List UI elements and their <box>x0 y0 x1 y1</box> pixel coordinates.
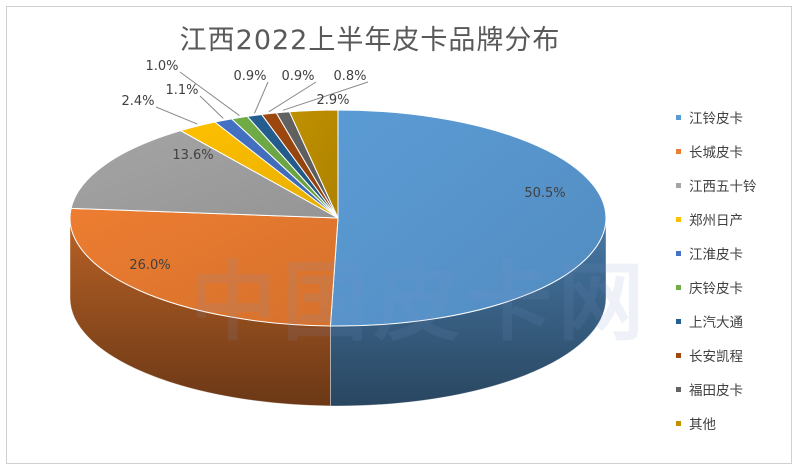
legend-label: 长安凯程 <box>689 349 743 365</box>
legend-label: 福田皮卡 <box>689 383 743 399</box>
pie-data-labels: 50.5% 26.0% 13.6% 2.4% 1.1% 1.0% 0.9% 0.9% 0.8% 2… <box>121 59 565 273</box>
pie-slice-9 <box>288 109 339 219</box>
leader-line-6 <box>254 81 269 114</box>
data-label-6: 0.9% <box>233 69 266 84</box>
legend-swatch <box>676 352 681 358</box>
legend-item: 其他 <box>676 406 786 440</box>
pie-slices <box>69 109 607 327</box>
pie-leader-lines <box>155 71 369 125</box>
legend-item: 长安凯程 <box>676 338 786 372</box>
legend-swatch <box>676 284 681 290</box>
legend-swatch <box>676 148 681 154</box>
data-label-9: 2.9% <box>316 93 349 108</box>
chart-legend: 江铃皮卡长城皮卡江西五十铃郑州日产江淮皮卡庆铃皮卡上汽大通长安凯程福田皮卡其他 <box>676 100 786 440</box>
leader-line-3 <box>155 106 198 125</box>
legend-item: 上汽大通 <box>676 304 786 338</box>
leader-line-5 <box>179 71 240 116</box>
legend-item: 江铃皮卡 <box>676 100 786 134</box>
leader-line-7 <box>268 81 317 113</box>
leader-line-8 <box>282 81 369 111</box>
pie-slice-2 <box>70 130 339 219</box>
legend-swatch <box>676 250 681 256</box>
data-label-4: 1.1% <box>165 83 198 98</box>
data-label-3: 2.4% <box>121 94 154 109</box>
legend-label: 郑州日产 <box>689 213 743 229</box>
legend-label: 江淮皮卡 <box>689 247 743 263</box>
legend-swatch <box>676 386 681 392</box>
data-label-0: 50.5% <box>524 186 565 201</box>
legend-item: 郑州日产 <box>676 202 786 236</box>
data-label-5: 1.0% <box>145 59 178 74</box>
legend-label: 庆铃皮卡 <box>689 281 743 297</box>
legend-swatch <box>676 318 681 324</box>
data-label-8: 0.8% <box>333 69 366 84</box>
legend-item: 长城皮卡 <box>676 134 786 168</box>
legend-label: 上汽大通 <box>689 315 743 331</box>
legend-item: 江西五十铃 <box>676 168 786 202</box>
pie-slice-1 <box>69 207 339 327</box>
pie-slice-0 <box>329 109 607 327</box>
legend-swatch <box>676 420 681 426</box>
legend-label: 长城皮卡 <box>689 145 743 161</box>
data-label-7: 0.9% <box>281 69 314 84</box>
data-label-1: 26.0% <box>129 258 170 273</box>
legend-item: 福田皮卡 <box>676 372 786 406</box>
legend-label: 其他 <box>689 417 716 433</box>
legend-item: 江淮皮卡 <box>676 236 786 270</box>
chart-title: 江西2022上半年皮卡品牌分布 <box>179 25 561 56</box>
data-label-2: 13.6% <box>172 148 213 163</box>
legend-label: 江西五十铃 <box>689 179 757 195</box>
legend-swatch <box>676 182 681 188</box>
legend-item: 庆铃皮卡 <box>676 270 786 304</box>
legend-swatch <box>676 114 681 120</box>
legend-label: 江铃皮卡 <box>689 111 743 127</box>
leader-line-4 <box>199 95 224 119</box>
legend-swatch <box>676 216 681 222</box>
